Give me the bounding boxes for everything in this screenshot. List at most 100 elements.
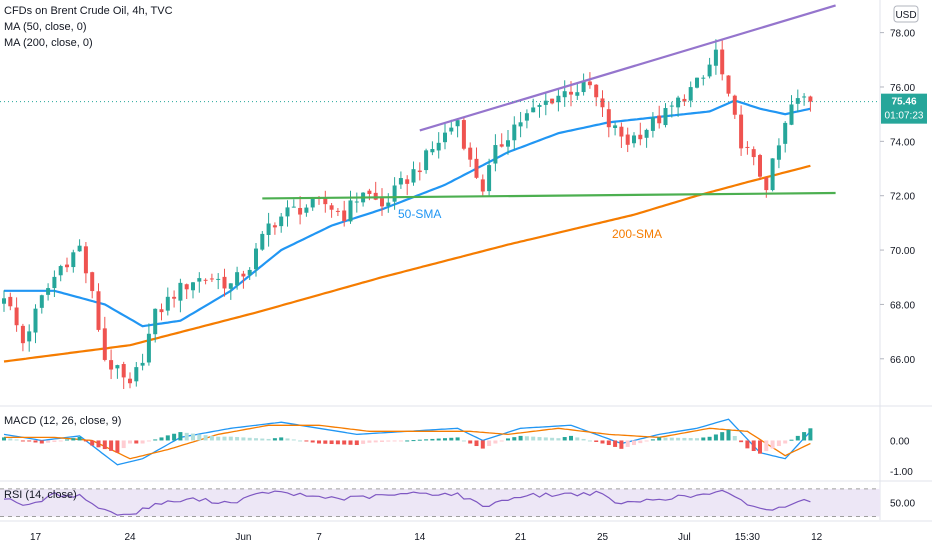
macd-y-tick-label: 0.00: [890, 436, 910, 447]
macd-histogram-bar: [8, 438, 13, 441]
macd-histogram-bar: [52, 440, 57, 442]
currency-box: [893, 5, 919, 23]
macd-histogram-bar: [20, 440, 25, 442]
macd-histogram-bar: [468, 440, 473, 444]
candle-body: [115, 365, 120, 369]
candle-body: [153, 308, 158, 335]
candle-body: [285, 207, 290, 217]
candle-body: [260, 233, 265, 250]
x-tick-label: 14: [414, 532, 426, 543]
candle-body: [524, 113, 529, 121]
macd-histogram-bar: [14, 439, 19, 441]
macd-histogram-bar: [524, 436, 529, 441]
candle-body: [783, 122, 788, 144]
candle-body: [109, 360, 114, 370]
chart-title: CFDs on Brent Crude Oil, 4h, TVC: [4, 5, 173, 17]
candle-body: [802, 96, 807, 98]
rsi-line: [3, 489, 811, 516]
candle-body: [644, 129, 649, 138]
macd-histogram-bar: [298, 440, 303, 442]
macd-histogram-bar: [556, 438, 561, 441]
candle-body: [512, 124, 517, 141]
candle-body: [468, 147, 473, 160]
candle-body: [550, 98, 555, 104]
macd-histogram-bar: [58, 440, 63, 442]
macd-histogram-bar: [795, 435, 800, 441]
grid-layer: [0, 0, 932, 522]
ma200-legend: MA (200, close, 0): [4, 37, 93, 49]
candle-body: [713, 49, 718, 66]
macd-histogram-bar: [83, 440, 88, 442]
candle-body: [58, 266, 63, 276]
macd-histogram-bar: [209, 435, 214, 441]
macd-histogram-bar: [569, 435, 573, 441]
macd-histogram-bar: [235, 437, 240, 441]
candle-body: [562, 91, 567, 98]
macd-histogram-bar: [688, 438, 693, 441]
macd-histogram-bar: [789, 439, 794, 441]
x-tick-label: 12: [811, 532, 823, 543]
macd-histogram-bar: [203, 435, 208, 441]
macd-histogram-bar: [424, 439, 429, 441]
macd-histogram-bar: [317, 440, 321, 444]
macd-histogram-bar: [216, 436, 221, 441]
macd-histogram-bar: [178, 432, 183, 441]
x-tick-label: 24: [124, 532, 136, 543]
macd-histogram-bar: [102, 440, 107, 450]
macd-histogram-bar: [726, 429, 731, 441]
macd-histogram-bar: [606, 440, 611, 446]
candles-layer: [2, 39, 813, 454]
macd-histogram-bar: [172, 433, 177, 441]
y-tick-label: 76.00: [890, 83, 915, 94]
candle-body: [52, 276, 57, 289]
macd-histogram-bar: [600, 440, 605, 444]
macd-histogram-bar: [518, 435, 523, 441]
macd-histogram-bar: [285, 438, 290, 441]
candle-body: [443, 132, 447, 143]
macd-histogram-bar: [543, 437, 548, 441]
macd-histogram-bar: [417, 439, 422, 441]
macd-histogram-bar: [348, 440, 353, 445]
candle-body: [159, 309, 164, 313]
x-tick-label: 21: [515, 532, 527, 543]
macd-histogram-bar: [329, 440, 334, 445]
macd-histogram-bar: [228, 436, 233, 441]
candle-body: [695, 77, 699, 88]
macd-histogram-bar: [531, 436, 536, 441]
candle-body: [83, 246, 88, 274]
macd-histogram-bar: [745, 440, 750, 449]
candle-body: [191, 282, 195, 291]
rsi-band-layer: [0, 488, 880, 518]
indicator-lines-layer: [3, 99, 811, 516]
macd-histogram-bar: [776, 440, 781, 447]
macd-histogram-bar: [96, 440, 101, 448]
candle-body: [575, 92, 580, 96]
y-tick-label: 74.00: [890, 137, 915, 148]
macd-histogram-bar: [140, 440, 145, 444]
candle-body: [380, 198, 384, 207]
x-tick-label: 17: [30, 532, 42, 543]
macd-histogram-bar: [361, 440, 366, 444]
candle-body: [247, 269, 252, 275]
macd-histogram-bar: [430, 438, 435, 441]
macd-histogram-bar: [109, 440, 114, 451]
macd-histogram-bar: [335, 440, 340, 445]
candle-body: [102, 328, 107, 360]
macd-y-tick-label: -1.00: [890, 467, 913, 478]
macd-histogram-bar: [487, 440, 492, 447]
macd-histogram-bar: [493, 440, 498, 444]
candle-body: [96, 291, 101, 330]
candle-body: [329, 205, 334, 210]
macd-histogram-bar: [461, 440, 466, 442]
candle-body: [165, 296, 170, 311]
macd-histogram-bar: [512, 437, 517, 441]
macd-histogram-bar: [373, 440, 378, 443]
last-price-badge: [881, 93, 927, 124]
macd-histogram-bar: [411, 440, 416, 442]
macd-histogram-bar: [657, 437, 662, 441]
macd-histogram-bar: [720, 432, 725, 441]
macd-histogram-bar: [480, 440, 485, 449]
macd-histogram-bar: [581, 438, 586, 441]
